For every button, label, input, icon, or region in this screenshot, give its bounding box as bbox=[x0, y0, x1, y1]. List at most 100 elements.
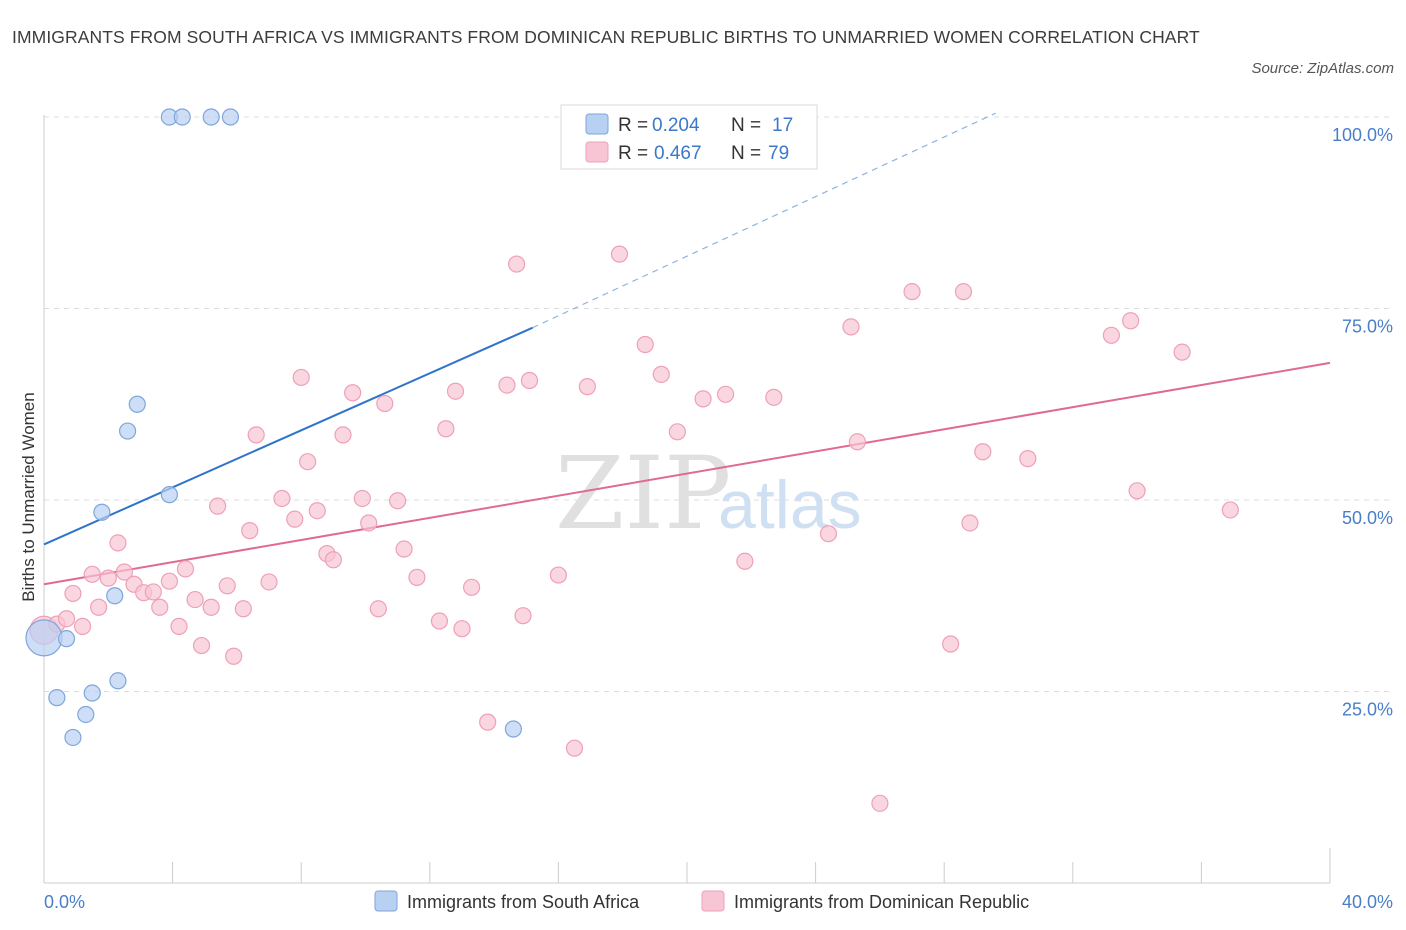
legend-swatch-south-africa bbox=[585, 113, 609, 135]
point-dominican-republic bbox=[446, 382, 465, 400]
y-tick-label: 50.0% bbox=[1342, 508, 1393, 528]
trend-line-south-africa-extension bbox=[532, 112, 996, 329]
x-tick-label-min: 0.0% bbox=[44, 892, 85, 912]
point-dominican-republic bbox=[765, 388, 783, 406]
point-dominican-republic bbox=[144, 583, 162, 601]
point-dominican-republic bbox=[508, 255, 526, 273]
trend-lines bbox=[43, 112, 1331, 586]
y-tick-label: 75.0% bbox=[1342, 317, 1393, 337]
point-dominican-republic bbox=[1122, 312, 1140, 330]
point-dominican-republic bbox=[520, 371, 539, 390]
point-dominican-republic bbox=[225, 647, 243, 665]
point-dominican-republic bbox=[241, 522, 259, 540]
point-south-africa bbox=[25, 619, 63, 657]
series-legend: Immigrants from South Africa Immigrants … bbox=[374, 890, 1029, 912]
point-dominican-republic bbox=[170, 617, 188, 635]
point-dominican-republic bbox=[549, 566, 568, 584]
point-dominican-republic bbox=[299, 453, 317, 471]
source-label: Source: ZipAtlas.com bbox=[1251, 60, 1394, 77]
point-dominican-republic bbox=[1128, 482, 1146, 500]
trend-line-dominican-republic bbox=[43, 361, 1331, 586]
point-dominican-republic bbox=[437, 420, 455, 438]
point-south-africa bbox=[202, 108, 220, 126]
point-dominican-republic bbox=[360, 514, 378, 532]
grid-lines bbox=[44, 116, 1392, 692]
point-south-africa bbox=[83, 684, 101, 702]
point-dominican-republic bbox=[578, 378, 596, 396]
point-dominican-republic bbox=[292, 368, 310, 387]
point-dominican-republic bbox=[514, 607, 532, 625]
point-south-africa bbox=[64, 728, 82, 747]
watermark: ZIP atlas bbox=[555, 435, 862, 552]
y-tick-labels: 25.0% 50.0% 75.0% 100.0% bbox=[1332, 125, 1393, 720]
point-south-africa bbox=[118, 422, 137, 440]
point-dominican-republic bbox=[176, 560, 195, 578]
point-dominican-republic bbox=[668, 423, 686, 441]
point-dominican-republic bbox=[57, 610, 76, 628]
point-dominican-republic bbox=[324, 551, 342, 569]
chart-title: IMMIGRANTS FROM SOUTH AFRICA VS IMMIGRAN… bbox=[12, 27, 1200, 47]
point-dominican-republic bbox=[395, 540, 413, 558]
point-dominican-republic bbox=[716, 385, 735, 403]
point-south-africa bbox=[160, 486, 178, 504]
series-legend-swatch-dominican-republic bbox=[701, 890, 725, 912]
y-tick-label: 100.0% bbox=[1332, 125, 1393, 145]
y-axis-label: Births to Unmarried Women bbox=[19, 392, 38, 601]
point-south-africa bbox=[221, 108, 240, 126]
point-dominican-republic bbox=[369, 600, 387, 618]
legend-r-label-0: R = bbox=[618, 115, 648, 136]
point-south-africa bbox=[504, 720, 522, 738]
point-dominican-republic bbox=[903, 283, 921, 301]
point-dominican-republic bbox=[376, 394, 394, 413]
point-dominican-republic bbox=[565, 739, 584, 757]
point-dominican-republic bbox=[842, 318, 860, 336]
point-dominican-republic bbox=[209, 497, 227, 515]
point-dominican-republic bbox=[353, 489, 371, 508]
stats-legend: R = 0.204 N = 17 R = 0.467 N = 79 bbox=[560, 104, 818, 170]
legend-n-value-0: 17 bbox=[772, 115, 793, 136]
point-dominican-republic bbox=[192, 636, 211, 655]
point-dominican-republic bbox=[871, 794, 889, 812]
legend-n-label-0: N = bbox=[731, 115, 761, 136]
series-legend-swatch-south-africa bbox=[374, 890, 398, 912]
data-points bbox=[25, 108, 1239, 812]
point-south-africa bbox=[109, 672, 127, 690]
point-dominican-republic bbox=[636, 335, 654, 354]
point-dominican-republic bbox=[610, 245, 629, 263]
point-dominican-republic bbox=[334, 426, 352, 444]
point-dominican-republic bbox=[186, 590, 204, 609]
point-dominican-republic bbox=[954, 283, 973, 301]
point-south-africa bbox=[106, 587, 124, 605]
point-dominican-republic bbox=[453, 620, 471, 638]
point-dominican-republic bbox=[430, 612, 449, 630]
point-dominican-republic bbox=[942, 635, 960, 653]
point-dominican-republic bbox=[652, 365, 670, 383]
point-dominican-republic bbox=[115, 563, 133, 581]
point-south-africa bbox=[93, 503, 111, 521]
x-ticks bbox=[43, 848, 1331, 883]
point-dominican-republic bbox=[64, 584, 82, 603]
point-dominican-republic bbox=[73, 617, 92, 635]
point-dominican-republic bbox=[736, 552, 754, 570]
watermark-atlas: atlas bbox=[718, 467, 862, 543]
x-tick-label-max: 40.0% bbox=[1342, 892, 1393, 912]
point-dominican-republic bbox=[109, 534, 127, 552]
point-dominican-republic bbox=[286, 510, 304, 528]
legend-n-label-1: N = bbox=[731, 143, 761, 164]
point-south-africa bbox=[48, 689, 66, 707]
point-dominican-republic bbox=[961, 514, 979, 532]
point-dominican-republic bbox=[389, 492, 407, 510]
point-dominican-republic bbox=[90, 598, 108, 616]
point-dominican-republic bbox=[694, 390, 712, 408]
point-south-africa bbox=[57, 630, 76, 648]
y-tick-label: 25.0% bbox=[1342, 700, 1393, 720]
series-legend-label-south-africa: Immigrants from South Africa bbox=[407, 892, 640, 912]
point-dominican-republic bbox=[479, 713, 497, 731]
point-dominican-republic bbox=[308, 502, 326, 520]
point-dominican-republic bbox=[218, 577, 236, 595]
point-dominican-republic bbox=[408, 568, 426, 586]
point-dominican-republic bbox=[202, 598, 220, 616]
watermark-zip: ZIP bbox=[555, 435, 731, 552]
point-south-africa bbox=[77, 705, 95, 724]
